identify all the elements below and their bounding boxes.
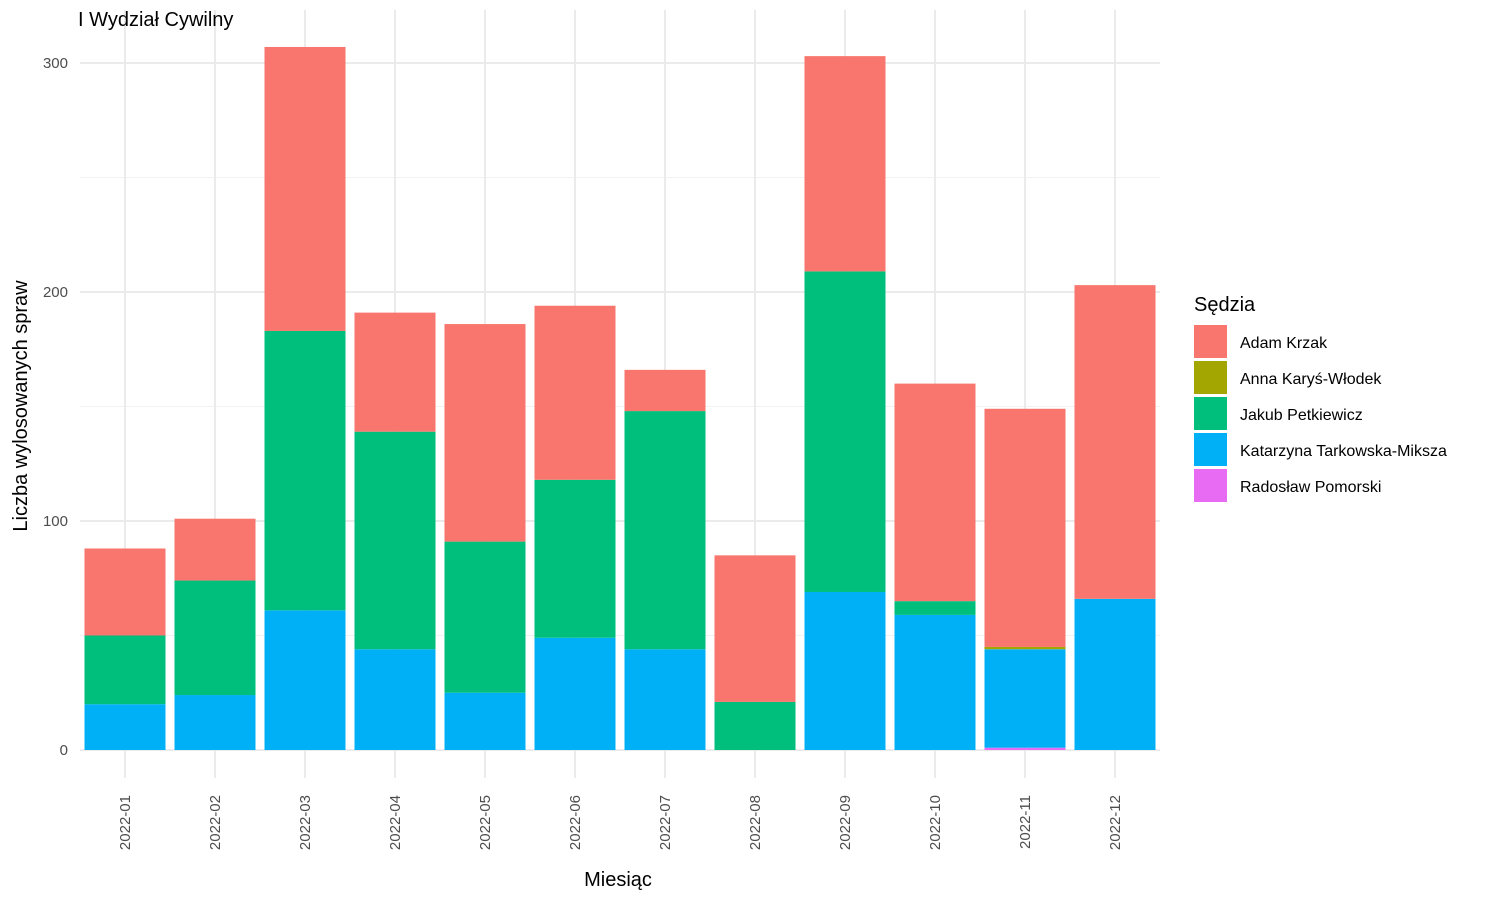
legend-label: Jakub Petkiewicz [1240,407,1363,424]
bar-segment [534,637,616,750]
bar-segment [264,330,346,611]
legend-title: Sędzia [1194,294,1256,316]
legend-swatch [1194,361,1227,394]
bar-segment [354,649,436,750]
x-tick-label: 2022-08 [747,795,764,850]
x-tick-label: 2022-02 [207,795,224,850]
bar-segment [894,601,976,615]
y-tick-label: 100 [43,513,68,530]
bar-segment [354,312,436,432]
y-tick-label: 200 [43,284,68,301]
x-tick-label: 2022-10 [927,795,944,850]
x-tick-label: 2022-09 [837,795,854,850]
y-axis-title: Liczba wylosowanych spraw [10,280,32,532]
bar-segment [264,46,346,331]
x-tick-label: 2022-01 [117,795,134,850]
y-tick-label: 300 [43,55,68,72]
bar-segment [174,580,256,696]
x-tick-label: 2022-06 [567,795,584,850]
bar-segment [624,649,706,750]
bar-segment [894,383,976,602]
bar-segment [174,695,256,750]
bar-segment [984,649,1066,748]
bar-segment [984,747,1066,750]
x-tick-label: 2022-12 [1107,795,1124,850]
bar-segment [804,271,886,592]
chart-title: I Wydział Cywilny [78,9,233,31]
legend-label: Radosław Pomorski [1240,479,1381,496]
x-tick-label: 2022-03 [297,795,314,850]
x-tick-label: 2022-11 [1017,795,1034,849]
bar-segment [804,56,886,272]
bar-segment [984,408,1066,647]
y-axis-ticks: 0 100 200 300 [43,55,68,759]
x-axis-title: Miesiąc [584,869,652,891]
bar-segment [714,701,796,750]
bars [84,46,1156,750]
bar-segment [444,692,526,750]
bar-segment [84,548,166,636]
bar-segment [354,431,436,650]
bar-segment [534,305,616,480]
bar-segment [444,324,526,542]
bar-segment [804,591,886,750]
bar-segment [1074,598,1156,750]
legend-swatch [1194,397,1227,430]
legend: Sędzia Adam Krzak Anna Karyś-Włodek Jakub … [1194,294,1447,502]
bar-segment [264,610,346,750]
x-tick-label: 2022-07 [657,795,674,850]
bar-segment [1074,285,1156,599]
legend-swatch [1194,469,1227,502]
legend-label: Adam Krzak [1240,335,1328,352]
bar-segment [714,555,796,702]
legend-swatch [1194,433,1227,466]
bar-segment [174,518,256,581]
legend-label: Katarzyna Tarkowska-Miksza [1240,443,1447,460]
x-axis-ticks: 2022-01 2022-02 2022-03 2022-04 2022-05 2022-… [117,795,1124,850]
bar-segment [84,704,166,750]
bar-segment [894,614,976,750]
y-tick-label: 0 [60,742,68,759]
bar-segment [624,369,706,412]
bar-segment [984,646,1066,650]
legend-swatch [1194,325,1227,358]
bar-segment [624,411,706,650]
legend-label: Anna Karyś-Włodek [1240,371,1382,388]
bar-segment [444,541,526,693]
x-tick-label: 2022-04 [387,795,404,850]
bar-segment [534,479,616,638]
x-tick-label: 2022-05 [477,795,494,850]
bar-segment [84,635,166,705]
